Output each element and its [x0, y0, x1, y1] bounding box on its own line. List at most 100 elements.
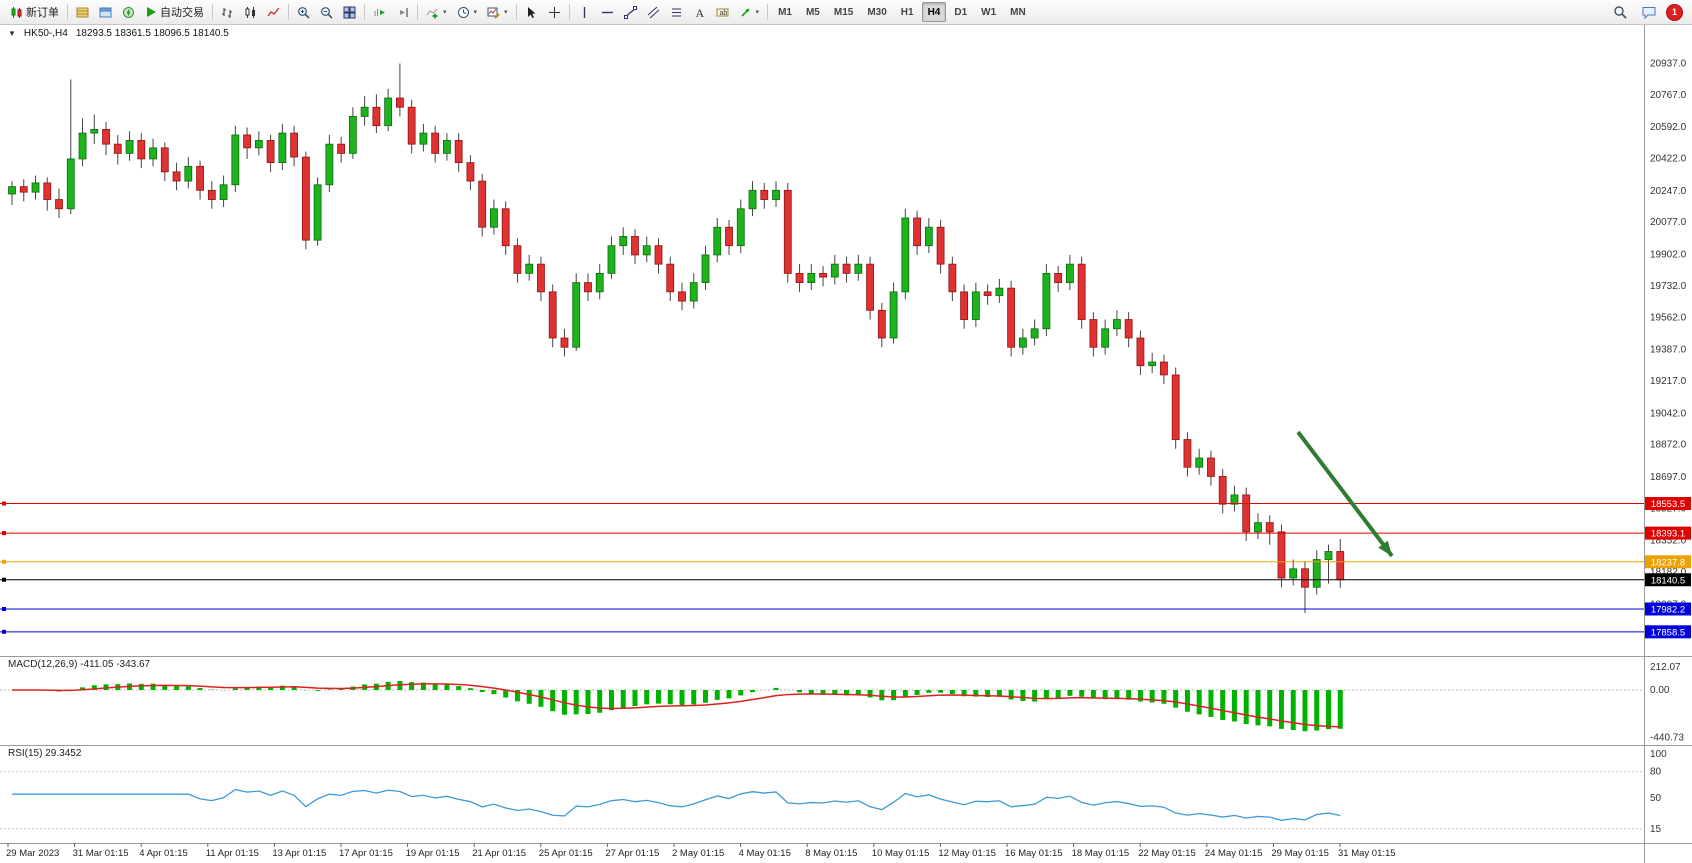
svg-text:31 Mar 01:15: 31 Mar 01:15 [73, 848, 129, 859]
notification-badge[interactable]: 1 [1666, 3, 1683, 21]
svg-text:19902.0: 19902.0 [1650, 250, 1687, 261]
vertical-line-icon [578, 6, 591, 19]
svg-text:20937.0: 20937.0 [1650, 58, 1687, 69]
new-order-label: 新订单 [26, 7, 59, 19]
equidistant-channel-button[interactable] [643, 1, 664, 23]
navigator-icon [122, 6, 135, 19]
toolbar-separator [364, 4, 365, 20]
collapse-chart-icon[interactable]: ▼ [8, 29, 16, 38]
svg-text:4 Apr 01:15: 4 Apr 01:15 [139, 848, 188, 859]
bar-chart-icon [221, 6, 234, 19]
label-icon: ab [716, 6, 729, 19]
svg-text:-440.73: -440.73 [1650, 733, 1684, 744]
svg-text:19 Apr 01:15: 19 Apr 01:15 [406, 848, 460, 859]
line-chart-icon [267, 6, 280, 19]
rsi-panel: 100 80 50 15 [0, 749, 1667, 835]
toolbar-right-group: 1 [1608, 1, 1687, 23]
new-order-button[interactable]: 新订单 [6, 1, 63, 23]
timeframe-h1-button[interactable]: H1 [900, 6, 914, 18]
chart-shift-icon [396, 6, 409, 19]
svg-text:18140.5: 18140.5 [1651, 575, 1685, 586]
timeframe-mn-button[interactable]: MN [1010, 6, 1026, 18]
arrows-button[interactable]: ▾ [735, 1, 764, 23]
fibonacci-button[interactable] [666, 1, 687, 23]
market-watch-button[interactable] [72, 1, 93, 23]
tile-windows-button[interactable] [339, 1, 360, 23]
text-button[interactable]: A [689, 1, 710, 23]
svg-text:25 Apr 01:15: 25 Apr 01:15 [539, 848, 593, 859]
svg-text:20077.0: 20077.0 [1650, 217, 1687, 228]
svg-text:24 May 01:15: 24 May 01:15 [1205, 848, 1263, 859]
vertical-line-button[interactable] [574, 1, 595, 23]
price-line-18393.1[interactable]: 18393.1 [0, 526, 1691, 540]
svg-text:15: 15 [1650, 824, 1662, 835]
macd-indicator-label: MACD(12,26,9) -411.05 -343.67 [8, 659, 151, 670]
price-line-17858.5[interactable]: 17858.5 [0, 625, 1691, 639]
svg-text:18237.8: 18237.8 [1651, 557, 1685, 568]
svg-text:22 May 01:15: 22 May 01:15 [1138, 848, 1196, 859]
svg-text:2 May 01:15: 2 May 01:15 [672, 848, 724, 859]
templates-icon [487, 6, 500, 19]
timeframe-w1-button[interactable]: W1 [981, 6, 997, 18]
arrows-icon [739, 6, 752, 19]
svg-text:A: A [695, 6, 704, 19]
toolbar-separator [288, 4, 289, 20]
svg-text:0.00: 0.00 [1650, 685, 1670, 696]
toolbar-separator [767, 4, 769, 20]
svg-text:29 Mar 2023: 29 Mar 2023 [6, 848, 59, 859]
fibonacci-icon [670, 6, 683, 19]
svg-text:21 Apr 01:15: 21 Apr 01:15 [472, 848, 526, 859]
svg-text:19562.0: 19562.0 [1650, 312, 1687, 323]
indicators-button[interactable]: ▾ [422, 1, 451, 23]
auto-scroll-button[interactable] [369, 1, 390, 23]
svg-text:18872.0: 18872.0 [1650, 440, 1687, 451]
search-button[interactable] [1609, 1, 1631, 23]
templates-button[interactable]: ▾ [483, 1, 512, 23]
data-window-button[interactable] [95, 1, 116, 23]
zoom-out-button[interactable] [316, 1, 337, 23]
timeframe-m5-button[interactable]: M5 [805, 6, 820, 18]
candlestick-chart-icon [244, 6, 257, 19]
zoom-out-icon [320, 6, 333, 19]
zoom-in-button[interactable] [293, 1, 314, 23]
chevron-down-icon: ▾ [755, 9, 760, 16]
price-line-18237.8[interactable]: 18237.8 [0, 555, 1691, 569]
price-line-18553.5[interactable]: 18553.5 [0, 497, 1691, 511]
horizontal-line-button[interactable] [597, 1, 618, 23]
timeframe-m15-button[interactable]: M15 [833, 6, 854, 18]
cursor-button[interactable] [521, 1, 542, 23]
chart-shift-button[interactable] [392, 1, 413, 23]
market-watch-icon [76, 6, 89, 19]
text-label-button[interactable]: ab [712, 1, 733, 23]
trendline-button[interactable] [620, 1, 641, 23]
crosshair-icon [548, 6, 561, 19]
periods-button[interactable]: ▾ [453, 1, 482, 23]
search-icon [1613, 5, 1627, 19]
channel-icon [647, 6, 660, 19]
bar-chart-button[interactable] [217, 1, 238, 23]
timeframe-m30-button[interactable]: M30 [867, 6, 887, 18]
timeframe-d1-button[interactable]: D1 [954, 6, 968, 18]
svg-text:17982.2: 17982.2 [1651, 604, 1685, 615]
price-line-17982.2[interactable]: 17982.2 [0, 602, 1691, 616]
candlestick-series [8, 63, 1345, 614]
horizontal-line-icon [601, 6, 614, 19]
trend-arrow-annotation[interactable] [1296, 430, 1394, 558]
svg-text:8 May 01:15: 8 May 01:15 [805, 848, 857, 859]
crosshair-button[interactable] [544, 1, 565, 23]
svg-text:31 May 01:15: 31 May 01:15 [1338, 848, 1396, 859]
timeframe-h4-button[interactable]: H4 [921, 2, 947, 22]
candlestick-chart-button[interactable] [240, 1, 261, 23]
svg-text:20247.0: 20247.0 [1650, 186, 1687, 197]
candle-icon [10, 6, 23, 19]
line-chart-button[interactable] [263, 1, 284, 23]
text-icon: A [693, 6, 706, 19]
navigator-button[interactable] [118, 1, 139, 23]
chat-button[interactable] [1638, 1, 1660, 23]
rsi-line [12, 788, 1341, 821]
chart-symbol-timeframe: HK50-,H4 [23, 28, 68, 39]
auto-trading-button[interactable]: 自动交易 [141, 1, 208, 23]
price-line-18140.5[interactable]: 18140.5 [0, 573, 1691, 587]
toolbar-separator [417, 4, 418, 20]
timeframe-m1-button[interactable]: M1 [778, 6, 792, 18]
